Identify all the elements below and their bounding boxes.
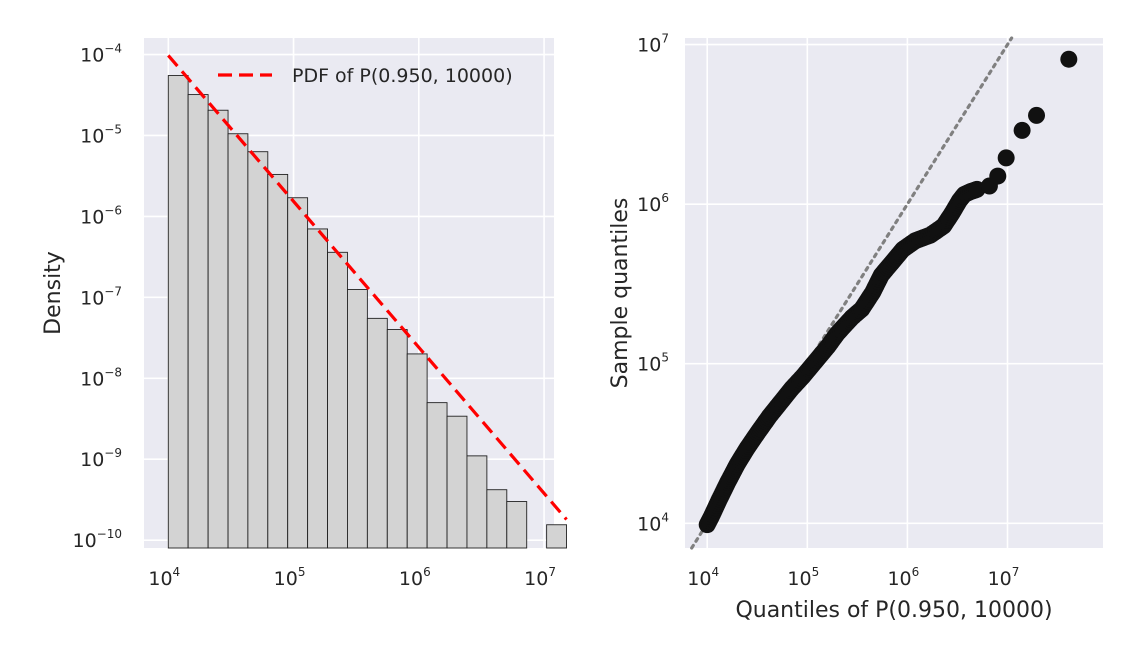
histogram-bar [446,415,468,549]
qq-y-tick-label: 105 [637,351,669,376]
qq-y-axis-label: Sample quantiles [608,198,633,389]
histogram-x-tick-label: 105 [274,565,306,590]
qq-y-tick-label: 106 [637,191,669,216]
qq-x-tick-label: 106 [887,565,919,590]
qq-point [989,167,1007,185]
qq-point [1028,106,1046,124]
histogram-bar [267,173,289,549]
histogram-x-tick-label: 107 [524,565,556,590]
qq-point [1013,121,1031,139]
histogram-y-tick-label: 10−6 [80,203,122,228]
histogram-panel: PDF of P(0.950, 10000) 104 105 106 107 10−1… [41,38,568,590]
histogram-x-tick-labels: 104 105 106 107 [148,565,556,590]
histogram-bar [406,353,428,549]
histogram-y-tick-label: 10−8 [80,365,122,390]
qq-y-tick-label: 107 [637,32,669,57]
histogram-bar [426,402,448,549]
qq-y-tick-labels: 104 105 106 107 [637,32,669,536]
histogram-y-tick-labels: 10−10 10−9 10−8 10−7 10−6 10−5 10−4 [72,42,122,553]
histogram-bar [347,289,368,549]
histogram-bar [307,228,328,549]
qq-x-axis-label: Quantiles of P(0.950, 10000) [735,598,1052,623]
histogram-bar [167,75,189,549]
histogram-bar [187,94,209,549]
histogram-y-tick-label: 10−4 [80,42,122,67]
histogram-x-tick-label: 104 [148,565,180,590]
histogram-bar [366,317,388,549]
qq-x-tick-labels: 104 105 106 107 [687,565,1019,590]
histogram-bar [247,151,269,549]
histogram-bar [287,197,309,549]
histogram-bar [207,109,229,549]
qq-point [997,149,1015,167]
qq-y-tick-label: 104 [637,510,669,535]
qq-gridlines [685,38,1103,548]
histogram-y-tick-label: 10−9 [80,446,122,471]
histogram-y-tick-label: 10−7 [80,284,122,309]
qq-x-tick-label: 105 [787,565,819,590]
histogram-bar [327,251,348,549]
histogram-bar [386,329,408,549]
histogram-bar [466,455,488,549]
legend: PDF of P(0.950, 10000) [218,65,513,87]
histogram-bars [167,75,567,549]
pdf-line [167,54,568,521]
histogram-y-tick-label: 10−5 [80,122,122,147]
qq-x-tick-label: 104 [687,565,719,590]
qq-x-tick-label: 107 [988,565,1020,590]
legend-label: PDF of P(0.950, 10000) [292,65,513,87]
histogram-bar [546,524,567,549]
histogram-bar [227,133,249,549]
histogram-bar [506,501,528,549]
histogram-y-tick-label: 10−10 [72,527,122,552]
qq-points [698,50,1078,534]
qq-point [1060,50,1078,68]
histogram-bar [486,489,508,549]
histogram-x-tick-label: 106 [399,565,431,590]
histogram-y-axis-label: Density [41,251,66,335]
qq-plot-panel: 104 105 106 107 104 105 106 107 Quantiles of P… [608,32,1103,623]
